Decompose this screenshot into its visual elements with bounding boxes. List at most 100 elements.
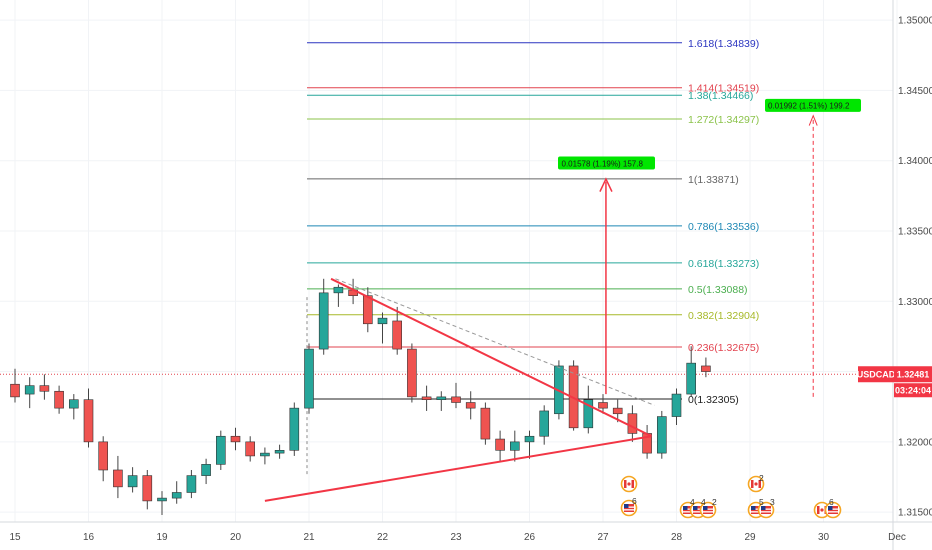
event-count: 6: [829, 497, 834, 507]
countdown-badge: [894, 383, 932, 398]
fibonacci-levels: 0(1.32305) 0.236(1.32675) 0.382(1.32904) 0.…: [0, 38, 893, 478]
us-flag-icon: [761, 511, 771, 513]
candle-body: [245, 441, 255, 457]
target-arrow-2-head: [808, 114, 818, 126]
measure-label-2: 0.01992 (1.51%) 199.2: [768, 102, 850, 111]
x-tick-label: 20: [230, 532, 242, 543]
canada-flag-icon: [631, 480, 634, 488]
candle-body: [480, 407, 491, 440]
candle-body: [69, 399, 79, 409]
measure-box-1: [558, 156, 655, 170]
current-price-text: 1.32481: [897, 370, 930, 380]
event-count: 3: [770, 497, 775, 507]
candle-body: [612, 407, 623, 415]
us-flag-icon: [624, 509, 634, 511]
x-tick-label: 21: [303, 532, 315, 543]
candle-body: [274, 450, 285, 454]
event-count: 4: [701, 497, 706, 507]
candle-body: [157, 497, 167, 502]
y-tick-label: 1.31500: [898, 508, 932, 519]
candle-body: [39, 385, 50, 392]
us-flag-icon: [683, 508, 693, 510]
y-tick-label: 1.32000: [898, 437, 932, 448]
candle-body: [83, 399, 94, 443]
us-flag-icon: [751, 506, 761, 514]
fib-level-label: 0.382(1.32904): [688, 310, 759, 322]
y-tick-label: 1.33500: [898, 226, 932, 237]
candle-body: [318, 292, 329, 350]
dashed-trend-line: [335, 278, 655, 406]
fib-level-label: 1.618(1.34839): [688, 38, 759, 50]
candle-body: [495, 438, 505, 451]
y-tick-label: 1.34000: [898, 156, 932, 167]
x-tick-label: Dec: [888, 532, 906, 543]
candle-body: [524, 435, 535, 443]
target-arrow-head: [599, 177, 613, 192]
canada-flag-icon: [751, 480, 754, 488]
candle-body: [127, 475, 138, 488]
x-tick-label: 16: [83, 532, 95, 543]
fib-level-label: 0.5(1.33088): [688, 284, 748, 296]
candle-body: [260, 452, 270, 457]
us-flag-icon: [693, 506, 703, 514]
candle-body: [686, 362, 697, 395]
x-tick-label: 23: [450, 532, 462, 543]
us-flag-icon: [624, 504, 634, 512]
candle-body: [421, 396, 432, 400]
us-flag-icon: [828, 511, 838, 513]
candle-body: [289, 407, 300, 451]
event-count: 4: [690, 497, 695, 507]
candle-body: [304, 348, 314, 409]
fib-level-label: 1.272(1.34297): [688, 114, 759, 126]
us-flag-icon: [683, 506, 688, 510]
fib-level-label: 0.786(1.33536): [688, 221, 759, 233]
x-tick-label: 19: [156, 532, 168, 543]
candle-body: [451, 396, 461, 403]
symbol-badge: [858, 366, 894, 383]
triangle-upper-side: [330, 277, 652, 438]
candle-body: [407, 348, 417, 398]
candle-body: [113, 469, 123, 488]
candle-body: [171, 492, 182, 499]
candle-body: [142, 475, 153, 502]
fib-level-label: 0.236(1.32675): [688, 342, 759, 354]
us-flag-icon: [624, 506, 634, 508]
candle-body: [539, 410, 550, 437]
candle-body: [24, 385, 35, 395]
candle-body: [656, 416, 667, 454]
fib-level-label: 1.38(1.34466): [688, 90, 753, 102]
canada-flag-icon: [754, 482, 758, 486]
fib-level-label: 0(1.32305): [688, 394, 739, 406]
x-tick-label: 30: [818, 532, 830, 543]
x-tick-label: 15: [9, 532, 21, 543]
symbol-badge-text: USDCAD: [857, 370, 896, 380]
candle-body: [230, 435, 241, 443]
canada-flag-icon: [817, 506, 820, 514]
candle-body: [201, 464, 211, 476]
candle-body: [216, 435, 226, 465]
us-flag-icon: [624, 504, 629, 508]
canada-flag-icon: [820, 508, 824, 512]
trend-drawings: 0.01578 (1.19%) 157.8 0.01992 (1.51%) 199…: [264, 98, 861, 502]
y-tick-label: 1.35000: [898, 16, 932, 27]
event-count: 5: [759, 497, 764, 507]
us-flag-icon: [761, 506, 766, 510]
canada-flag-icon: [758, 480, 761, 488]
triangle-lower-side: [264, 435, 652, 502]
us-flag-icon: [683, 511, 693, 513]
x-tick-label: 29: [744, 532, 756, 543]
x-tick-label: 27: [597, 532, 609, 543]
us-flag-icon: [761, 508, 771, 510]
current-price-badge: [894, 366, 932, 383]
canada-flag-icon: [624, 480, 627, 488]
y-tick-label: 1.34500: [898, 86, 932, 97]
measure-label-1: 0.01578 (1.19%) 157.8: [562, 159, 644, 168]
candle-body: [392, 320, 403, 350]
us-flag-icon: [703, 508, 713, 510]
candle-body: [54, 390, 64, 409]
us-flag-icon: [703, 506, 713, 514]
candle-body: [436, 396, 447, 400]
x-tick-label: 28: [671, 532, 683, 543]
